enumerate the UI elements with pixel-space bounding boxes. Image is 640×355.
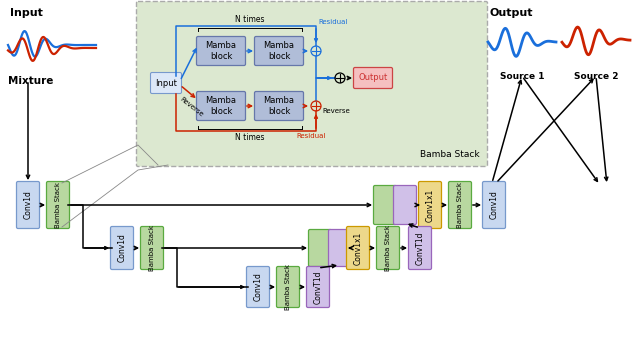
FancyBboxPatch shape <box>307 267 330 307</box>
FancyBboxPatch shape <box>408 226 431 269</box>
Text: Conv1x1: Conv1x1 <box>353 231 362 264</box>
Text: Conv1d: Conv1d <box>253 273 262 301</box>
Text: Bamba Stack: Bamba Stack <box>457 182 463 228</box>
FancyBboxPatch shape <box>141 226 163 269</box>
Text: Output: Output <box>490 8 534 18</box>
Text: Source 1: Source 1 <box>500 72 544 81</box>
Text: Mamba
block: Mamba block <box>264 96 294 116</box>
Text: Reverse: Reverse <box>179 96 204 118</box>
Text: N times: N times <box>236 133 265 142</box>
Text: Mixture: Mixture <box>8 76 53 86</box>
Text: Output: Output <box>358 73 388 82</box>
Text: Residual: Residual <box>296 133 326 139</box>
FancyBboxPatch shape <box>255 92 303 120</box>
FancyBboxPatch shape <box>376 226 399 269</box>
FancyBboxPatch shape <box>246 267 269 307</box>
Text: Bamba Stack: Bamba Stack <box>55 182 61 228</box>
Text: Source 2: Source 2 <box>573 72 618 81</box>
FancyBboxPatch shape <box>136 1 488 166</box>
Text: Conv1d: Conv1d <box>490 191 499 219</box>
Text: Bamba Stack: Bamba Stack <box>385 225 391 271</box>
Text: Conv1d: Conv1d <box>24 191 33 219</box>
Text: Reverse: Reverse <box>322 108 349 114</box>
FancyBboxPatch shape <box>111 226 134 269</box>
Text: Input: Input <box>155 78 177 87</box>
Text: Mamba
block: Mamba block <box>264 41 294 61</box>
Text: Bamba Stack: Bamba Stack <box>420 150 480 159</box>
FancyBboxPatch shape <box>346 226 369 269</box>
FancyBboxPatch shape <box>328 229 351 267</box>
FancyBboxPatch shape <box>17 181 40 229</box>
Text: N times: N times <box>236 15 265 24</box>
FancyBboxPatch shape <box>308 229 332 267</box>
Text: Mamba
block: Mamba block <box>205 41 237 61</box>
FancyBboxPatch shape <box>419 181 442 229</box>
Text: Conv1d: Conv1d <box>118 234 127 262</box>
FancyBboxPatch shape <box>353 67 392 88</box>
Text: Residual: Residual <box>318 19 348 25</box>
Text: ConvT1d: ConvT1d <box>314 270 323 304</box>
Text: Mamba
block: Mamba block <box>205 96 237 116</box>
FancyBboxPatch shape <box>374 186 397 224</box>
FancyBboxPatch shape <box>449 181 472 229</box>
FancyBboxPatch shape <box>276 267 300 307</box>
FancyBboxPatch shape <box>196 92 246 120</box>
Text: Conv1x1: Conv1x1 <box>426 189 435 222</box>
FancyBboxPatch shape <box>196 37 246 66</box>
FancyBboxPatch shape <box>255 37 303 66</box>
Text: Bamba Stack: Bamba Stack <box>149 225 155 271</box>
FancyBboxPatch shape <box>47 181 70 229</box>
FancyBboxPatch shape <box>394 186 417 224</box>
FancyBboxPatch shape <box>150 72 182 93</box>
Text: ConvT1d: ConvT1d <box>415 231 424 265</box>
Text: Bamba Stack: Bamba Stack <box>285 264 291 310</box>
FancyBboxPatch shape <box>483 181 506 229</box>
Text: Input: Input <box>10 8 43 18</box>
